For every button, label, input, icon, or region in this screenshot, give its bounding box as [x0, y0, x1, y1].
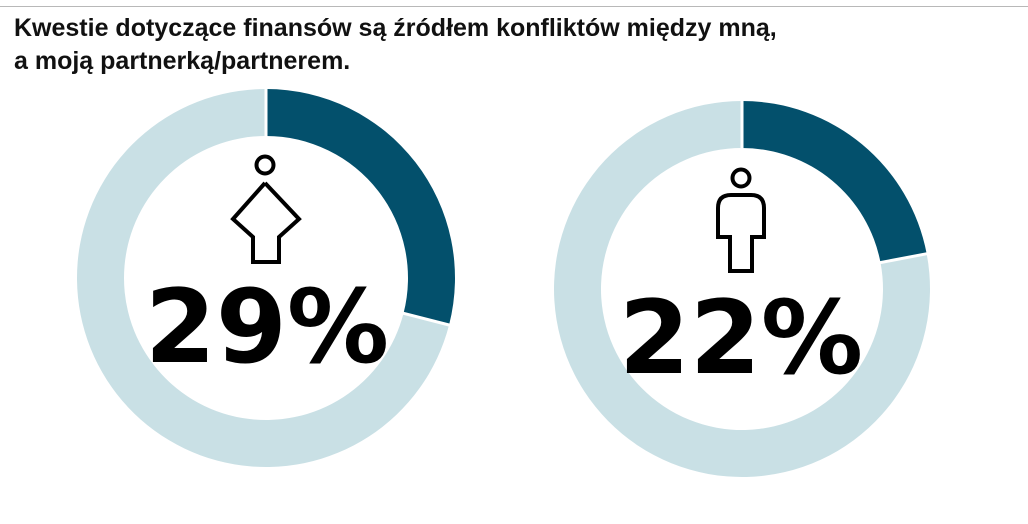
chart-title: Kwestie dotyczące finansów są źródłem ko… [14, 12, 1014, 78]
donut-women-separator-end [402, 311, 451, 327]
donut-men-value-slice [742, 100, 927, 263]
man-icon [716, 167, 766, 273]
donut-chart-men: 22% [554, 100, 931, 477]
donut-men-value-label: 22% [619, 279, 863, 398]
donut-chart-women: 29% [76, 88, 455, 467]
chart-title-line-1: Kwestie dotyczące finansów są źródłem ko… [14, 14, 777, 42]
donut-women-value-label: 29% [145, 268, 389, 387]
top-divider [0, 6, 1028, 7]
chart-title-line-2: a moją partnerką/partnerem. [14, 47, 351, 75]
donut-men-separator-end [879, 252, 928, 265]
donut-women-value-slice [266, 89, 455, 325]
woman-icon [230, 154, 302, 264]
